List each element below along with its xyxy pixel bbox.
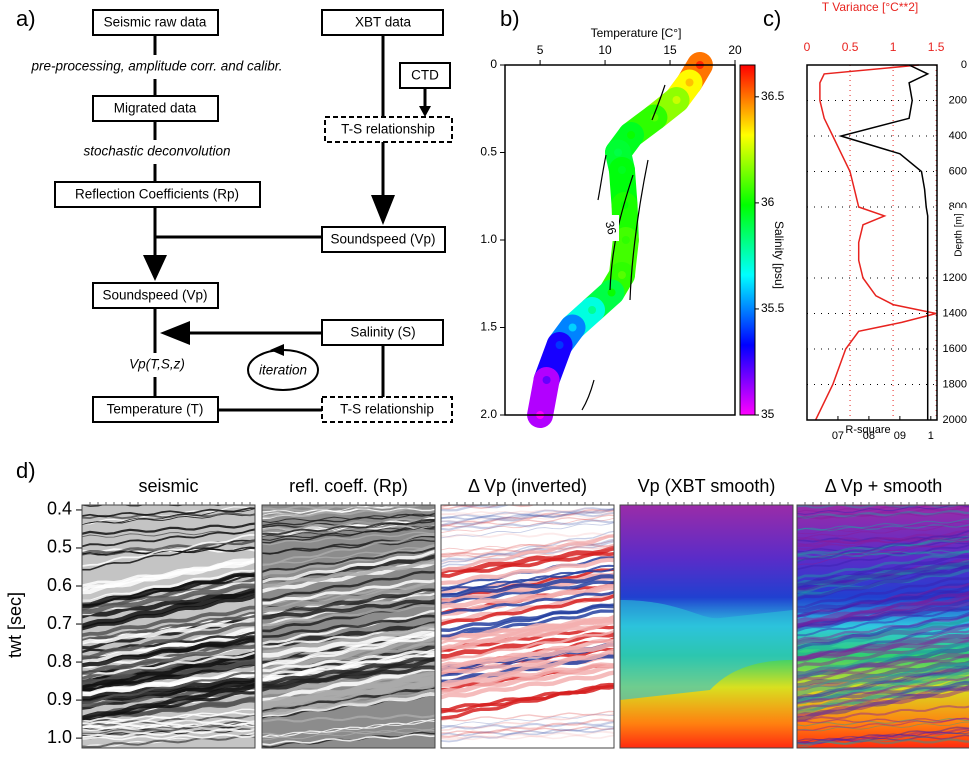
node: Seismic raw data — [93, 10, 218, 35]
x-tick-label: 10 — [598, 43, 612, 57]
x-tick-label: 5 — [537, 43, 544, 57]
x-tick-label: 20 — [728, 43, 742, 57]
node: Reflection Coefficients (Rp) — [55, 182, 260, 207]
panel-label: b) — [500, 6, 520, 31]
y-axis-title: Depth [m] — [954, 213, 965, 257]
section-title: Vp (XBT smooth) — [638, 476, 776, 496]
x2-axis-title: R-square — [845, 424, 890, 436]
profile-point — [588, 306, 596, 314]
y-tick-label: 1.0 — [480, 232, 497, 246]
y-tick-label: 0.9 — [47, 689, 72, 709]
node-label: Temperature (T) — [107, 402, 204, 417]
node: XBT data — [322, 10, 443, 35]
y-tick-label: 2000 — [943, 414, 967, 426]
node-label: CTD — [411, 68, 439, 83]
section-title: Δ Vp (inverted) — [468, 476, 587, 496]
axis-title: Temperature [C°] — [591, 26, 682, 40]
x-axis-title: T Variance [°C**2] — [822, 0, 918, 14]
x-tick-label: 1.5 — [928, 40, 945, 54]
node-label: XBT data — [355, 15, 412, 30]
panel-label: d) — [16, 458, 36, 483]
section-image — [82, 489, 258, 748]
section-title: Δ Vp + smooth — [825, 476, 943, 496]
y-tick-label: 0.5 — [480, 145, 497, 159]
y-tick-label: 600 — [949, 165, 967, 177]
y-tick-label: 0.7 — [47, 613, 72, 633]
node: Temperature (T) — [93, 397, 218, 422]
panel-d: 0.4 0.5 0.6 0.7 0.8 0.9 1.0 twt [sec] seismic ref… — [5, 476, 969, 748]
panel-label: a) — [16, 6, 36, 31]
profile-point — [608, 289, 616, 297]
y-tick-label: 0 — [961, 59, 967, 71]
node-label: Soundspeed (Vp) — [102, 288, 207, 303]
node-label: T-S relationship — [340, 402, 434, 417]
node-label: Seismic raw data — [104, 15, 207, 30]
y-tick-label: 200 — [949, 94, 967, 106]
node: CTD — [400, 63, 450, 88]
x-tick-label: 0.5 — [842, 40, 859, 54]
profile-point — [618, 166, 626, 174]
colorbar-tick-label: 35.5 — [761, 301, 785, 315]
section-title: seismic — [138, 476, 198, 496]
node: Salinity (S) — [322, 320, 443, 345]
colorbar-label: Salinity [psu] — [772, 221, 786, 289]
edge-label: pre-processing, amplitude corr. and cali… — [30, 59, 282, 74]
x2-tick-label: 09 — [894, 430, 906, 442]
node: Soundspeed (Vp) — [322, 227, 445, 252]
y-axis-title: twt [sec] — [5, 592, 25, 658]
y-tick-label: 1.0 — [47, 727, 72, 747]
y-tick-label: 1200 — [943, 272, 967, 284]
profile-point — [569, 324, 577, 332]
x-tick-label: 1 — [890, 40, 897, 54]
profile-point — [673, 96, 681, 104]
node-label: Salinity (S) — [350, 325, 415, 340]
node: Soundspeed (Vp) — [93, 283, 218, 308]
x2-tick-label: 1 — [928, 430, 934, 442]
y-tick-label: 0.8 — [47, 651, 72, 671]
y-tick-label: 0.6 — [47, 575, 72, 595]
node: Migrated data — [93, 96, 218, 121]
node-label: Migrated data — [114, 101, 197, 116]
edge-label: iteration — [259, 363, 307, 378]
profile-point — [622, 236, 630, 244]
node: T-S relationship — [322, 397, 452, 422]
colorbar — [740, 65, 755, 415]
edge-label: Vp(T,S,z) — [129, 357, 185, 372]
y-tick-label: 1800 — [943, 378, 967, 390]
y-tick-label: 400 — [949, 130, 967, 142]
profile-segment — [540, 380, 546, 415]
colorbar-tick-label: 36.5 — [761, 89, 785, 103]
figure: a) b) c) d) Seismic raw data XBT data CT… — [0, 0, 969, 772]
y-tick-label: 1600 — [943, 343, 967, 355]
x-tick-label: 15 — [663, 43, 677, 57]
y-tick-label: 0 — [490, 57, 497, 71]
section-image — [797, 504, 969, 749]
section-image — [620, 505, 793, 748]
colorbar-tick-label: 35 — [761, 407, 775, 421]
edge-label: stochastic deconvolution — [83, 144, 230, 159]
profile-point — [543, 376, 551, 384]
x2-tick-label: 07 — [832, 430, 844, 442]
node-label: T-S relationship — [341, 122, 435, 137]
y-tick-label: 2.0 — [480, 407, 497, 421]
section-image — [262, 499, 438, 748]
y-tick-label: 1400 — [943, 307, 967, 319]
colorbar-tick-label: 36 — [761, 195, 775, 209]
section-image — [441, 492, 617, 748]
profile-point — [686, 79, 694, 87]
y-tick-label: 0.5 — [47, 537, 72, 557]
node: T-S relationship — [325, 117, 452, 142]
profile-point — [627, 131, 635, 139]
y-tick-label: 1.5 — [480, 320, 497, 334]
profile-point — [618, 271, 626, 279]
x-tick-label: 0 — [804, 40, 811, 54]
node-label: Soundspeed (Vp) — [330, 232, 435, 247]
y-tick-label: 0.4 — [47, 499, 72, 519]
profile-point — [556, 341, 564, 349]
profile-point — [614, 149, 622, 157]
section-title: refl. coeff. (Rp) — [289, 476, 408, 496]
panel-label: c) — [763, 6, 781, 31]
node-label: Reflection Coefficients (Rp) — [75, 187, 239, 202]
